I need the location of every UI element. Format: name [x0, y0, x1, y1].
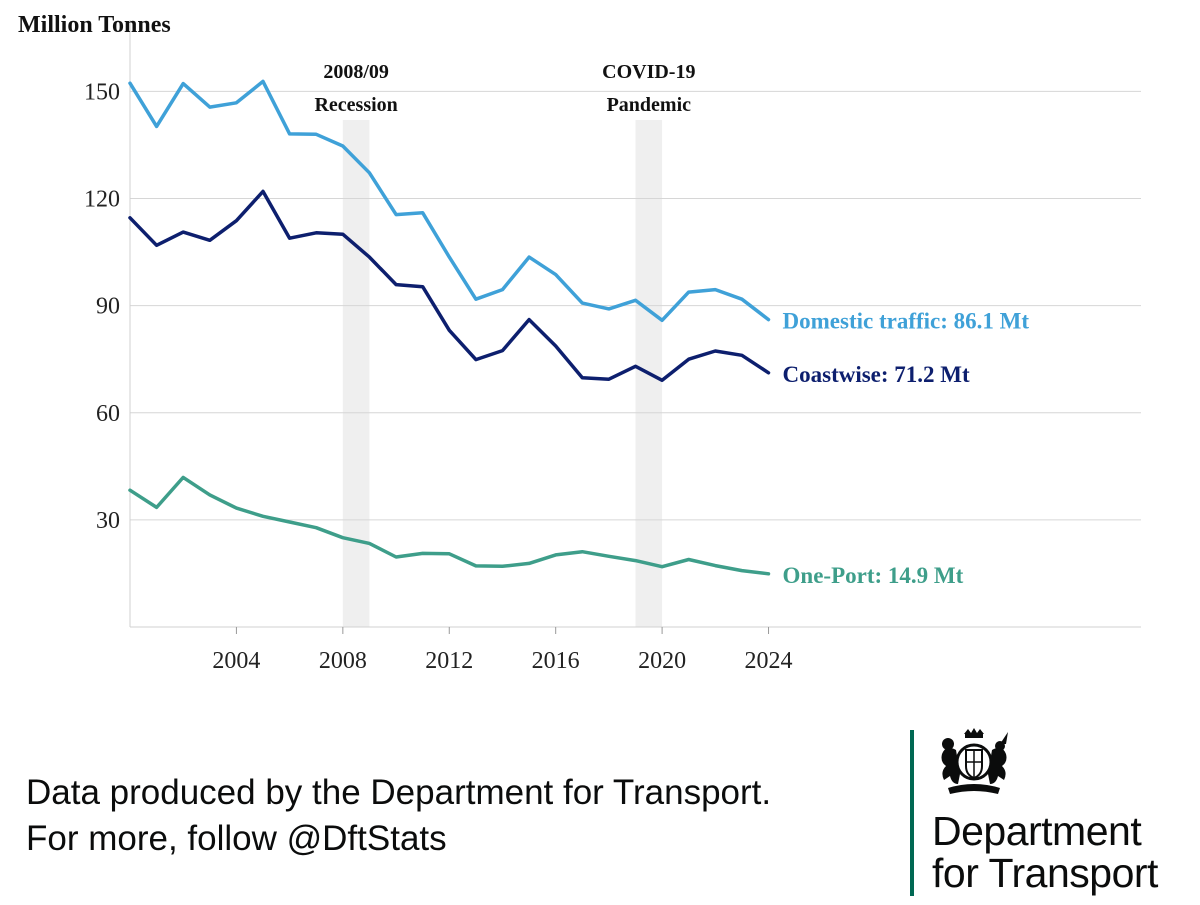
footer-line-1: Data produced by the Department for Tran… — [26, 770, 771, 816]
shaded-period-label: COVID-19 — [602, 61, 695, 83]
series-line — [130, 477, 769, 573]
logo-text: Department for Transport — [932, 810, 1158, 894]
series-end-label: Domestic traffic: 86.1 Mt — [783, 309, 1030, 334]
x-tick-label: 2020 — [638, 648, 686, 674]
x-tick-label: 2024 — [745, 648, 793, 674]
logo-line-1: Department — [932, 810, 1158, 852]
shaded-period-band — [343, 120, 370, 627]
axes: 30 60 90 120 150 2004 2008 2012 2016 2020 2024 Mill… — [18, 12, 1141, 674]
series-line — [130, 191, 769, 380]
series-end-label: One-Port: 14.9 Mt — [783, 563, 964, 588]
x-tick-label: 2012 — [425, 648, 473, 674]
logo-line-2: for Transport — [932, 852, 1158, 894]
x-tick-label: 2008 — [319, 648, 367, 674]
x-tick-label: 2004 — [212, 648, 260, 674]
footer-note: Data produced by the Department for Tran… — [26, 770, 771, 862]
shaded-period-label: 2008/09 — [323, 61, 389, 83]
annotations: 2008/09 Recession COVID-19 Pandemic Domestic… — [314, 61, 1029, 588]
y-tick-label: 150 — [84, 79, 120, 105]
y-tick-label: 30 — [96, 508, 120, 534]
royal-coat-of-arms-icon — [934, 728, 1014, 798]
logo-rule — [910, 730, 914, 896]
footer-line-2: For more, follow @DftStats — [26, 816, 771, 862]
shaded-periods — [343, 120, 662, 627]
shaded-period-label: Pandemic — [607, 94, 692, 116]
y-tick-label: 90 — [96, 294, 120, 320]
y-tick-label: 60 — [96, 401, 120, 427]
series-end-label: Coastwise: 71.2 Mt — [783, 362, 970, 387]
series-lines — [130, 81, 769, 573]
dft-logo: Department for Transport — [910, 728, 1195, 898]
shaded-period-label: Recession — [314, 94, 397, 116]
x-tick-label: 2016 — [532, 648, 580, 674]
y-tick-label: 120 — [84, 187, 120, 213]
y-axis-title: Million Tonnes — [18, 12, 171, 38]
series-line — [130, 81, 769, 320]
line-chart: 30 60 90 120 150 2004 2008 2012 2016 2020 2024 Mill… — [0, 0, 1200, 720]
